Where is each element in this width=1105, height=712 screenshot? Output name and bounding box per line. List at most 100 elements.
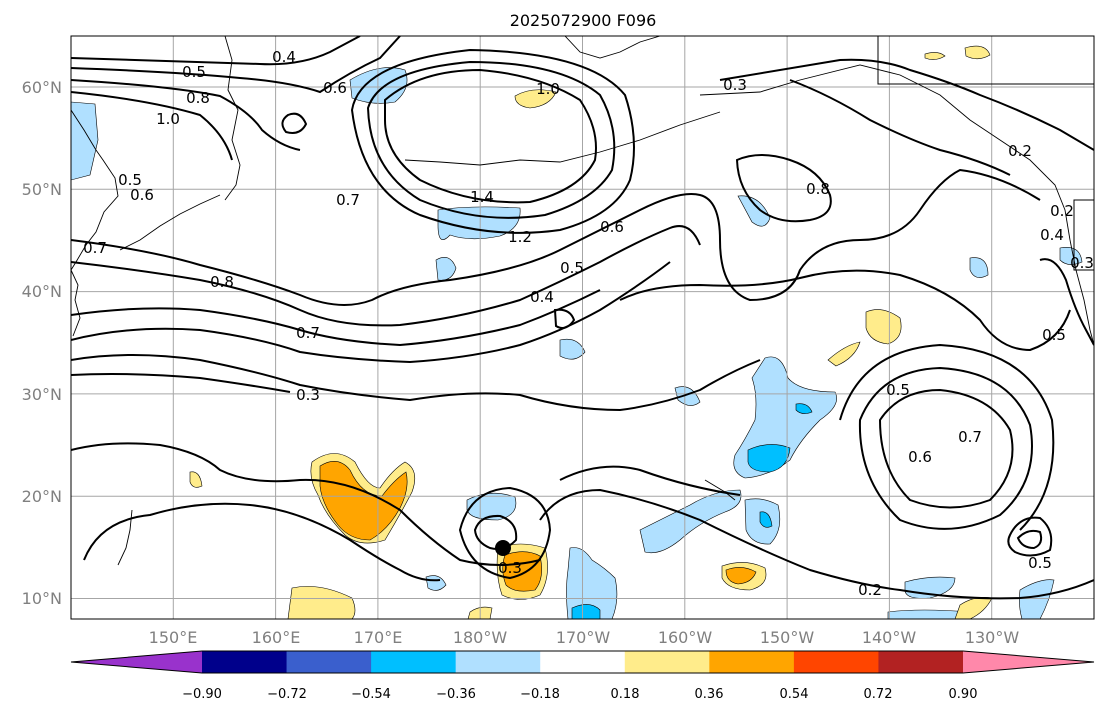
colorbar-cell xyxy=(286,651,372,673)
shaded-anomaly-field xyxy=(71,45,1083,619)
lon-tick-label: 140°W xyxy=(862,628,917,647)
contour-label: 0.4 xyxy=(1040,226,1064,244)
contour-line xyxy=(539,488,1094,600)
contour-label: 1.2 xyxy=(508,228,532,246)
contour-line xyxy=(71,354,761,412)
coastline-alaska xyxy=(564,36,661,59)
contour-label: 1.0 xyxy=(536,80,560,98)
strong-positive-anomaly xyxy=(319,461,408,541)
colorbar-tick-label: 0.90 xyxy=(949,687,978,702)
colorbar-cell xyxy=(878,651,964,673)
colorbar-cell xyxy=(709,651,795,673)
contour-line xyxy=(350,48,635,234)
contour-line xyxy=(384,68,597,204)
lon-tick-label: 160°W xyxy=(658,628,713,647)
contour-line xyxy=(878,388,1014,509)
contour-line xyxy=(1007,516,1053,557)
colorbar-tick-label: −0.18 xyxy=(520,687,560,702)
colorbar-tick-label: 0.18 xyxy=(611,687,640,702)
colorbar-cell xyxy=(793,651,879,673)
positive-anomaly-area xyxy=(924,52,946,60)
strong-negative-anomaly xyxy=(747,444,791,473)
colorbar: −0.90 −0.72 −0.54 −0.36 −0.18 0.18 0.36 … xyxy=(70,650,1095,702)
contour-label: 0.2 xyxy=(858,581,882,599)
contour-label: 0.5 xyxy=(1028,554,1052,572)
lon-tick-label: 150°W xyxy=(760,628,815,647)
coastline-kurils xyxy=(119,194,221,251)
strong-negative-anomaly xyxy=(795,403,813,414)
contour-line xyxy=(1039,258,1094,346)
hawaiian-islands xyxy=(704,479,736,501)
contour-label: 0.7 xyxy=(83,239,107,257)
negative-anomaly-area xyxy=(737,195,771,227)
lon-tick-label: 180°W xyxy=(453,628,508,647)
coastline-japan xyxy=(71,269,81,337)
lon-tick-label: 170°W xyxy=(556,628,611,647)
island-chain xyxy=(117,509,133,566)
latitude-axis: 10°N 20°N 30°N 40°N 50°N 60°N xyxy=(22,78,62,608)
contour-label: 0.3 xyxy=(1070,254,1094,272)
contour-label: 0.8 xyxy=(210,273,234,291)
negative-anomaly-area xyxy=(559,338,586,360)
graticule xyxy=(71,36,1094,619)
colorbar-tick-label: 0.72 xyxy=(864,687,893,702)
contour-label: 0.3 xyxy=(723,76,747,94)
contour-line xyxy=(559,465,741,496)
contour-label: 0.8 xyxy=(186,89,210,107)
negative-anomaly-area xyxy=(1019,579,1055,619)
contour-line xyxy=(719,58,1094,151)
negative-anomaly-area xyxy=(466,492,517,521)
contour-label: 0.5 xyxy=(182,63,206,81)
coastline-kamchatka xyxy=(224,36,241,201)
contour-label: 0.7 xyxy=(296,324,320,342)
contour-line xyxy=(71,36,401,94)
contour-line xyxy=(83,502,441,582)
contour-line xyxy=(366,60,616,219)
colorbar-tick-label: −0.72 xyxy=(267,687,307,702)
contour-label: 1.0 xyxy=(156,110,180,128)
lon-tick-label: 170°E xyxy=(354,628,403,647)
contour-label: 0.4 xyxy=(530,288,554,306)
contour-line xyxy=(553,308,576,329)
contour-line xyxy=(473,514,518,550)
positive-anomaly-area xyxy=(964,45,991,60)
contour-label: 0.2 xyxy=(1008,142,1032,160)
colorbar-cells xyxy=(70,650,1095,674)
strong-negative-anomaly xyxy=(759,511,773,528)
contour-label: 0.7 xyxy=(958,428,982,446)
positive-anomaly-area xyxy=(865,309,902,345)
contour-line xyxy=(458,486,552,580)
lat-tick-label: 10°N xyxy=(22,589,62,608)
colorbar-tick-label: −0.90 xyxy=(182,687,222,702)
positive-anomaly-area xyxy=(827,341,861,367)
contour-line xyxy=(71,36,361,66)
colorbar-tick-labels: −0.90 −0.72 −0.54 −0.36 −0.18 0.18 0.36 … xyxy=(182,687,977,702)
colorbar-cell xyxy=(624,651,710,673)
positive-anomaly-area xyxy=(189,471,203,488)
contour-label: 0.6 xyxy=(600,218,624,236)
contour-label: 0.3 xyxy=(296,386,320,404)
longitude-axis: 150°E 160°E 170°E 180°W 170°W 160°W 150°… xyxy=(149,628,1020,647)
positive-anomaly-area xyxy=(514,89,557,109)
contour-line xyxy=(71,225,701,327)
contour-line xyxy=(1016,529,1043,550)
strong-negative-anomaly xyxy=(571,604,601,619)
colorbar-extend-max xyxy=(963,651,1094,673)
inset-boxes xyxy=(877,36,1094,271)
lon-tick-label: 130°W xyxy=(965,628,1020,647)
contour-line xyxy=(71,168,1041,306)
coastline-asia xyxy=(71,109,119,271)
contour-label: 0.2 xyxy=(1050,202,1074,220)
lon-tick-label: 160°E xyxy=(252,628,301,647)
coastlines xyxy=(71,36,1094,566)
contour-line xyxy=(71,91,233,161)
lat-tick-label: 40°N xyxy=(22,282,62,301)
contour-label: 1.4 xyxy=(470,188,494,206)
colorbar-cell xyxy=(371,651,457,673)
contour-line xyxy=(735,154,832,223)
lat-tick-label: 60°N xyxy=(22,78,62,97)
colorbar-tick-label: 0.36 xyxy=(695,687,724,702)
contour-line xyxy=(789,79,1011,176)
lat-tick-label: 30°N xyxy=(22,385,62,404)
